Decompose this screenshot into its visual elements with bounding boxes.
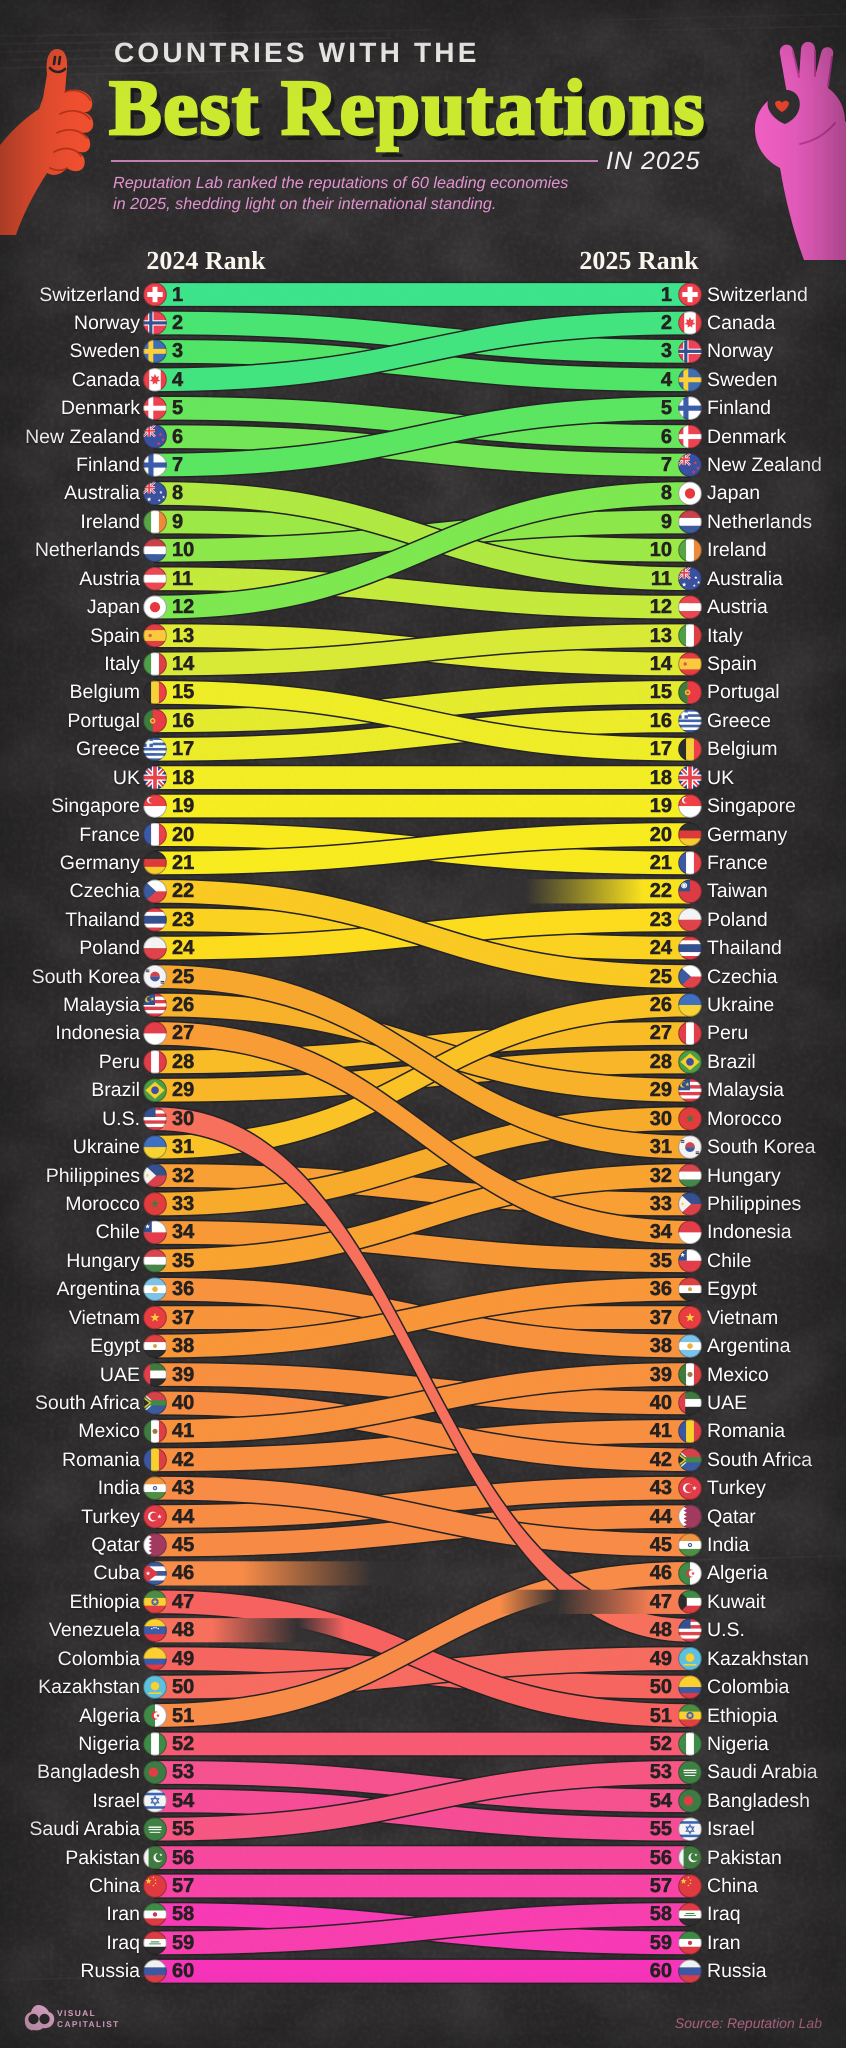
svg-text:VISUAL: VISUAL — [57, 2008, 96, 2018]
svg-text:CAPITALIST: CAPITALIST — [57, 2019, 120, 2029]
